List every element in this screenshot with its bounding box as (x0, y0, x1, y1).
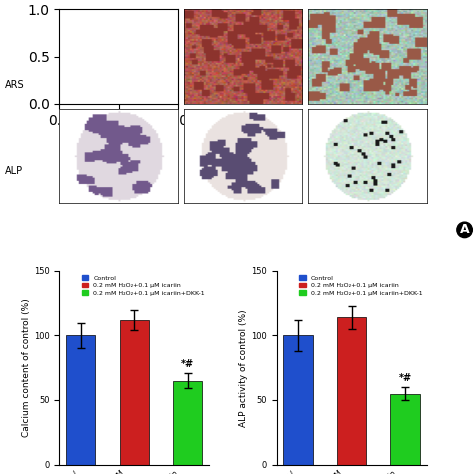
Text: ALP: ALP (5, 165, 23, 176)
Bar (119, 320, 149, 465)
Text: ARS: ARS (5, 80, 24, 91)
Text: *#: *# (399, 373, 411, 383)
Bar (391, 393, 420, 465)
Bar (283, 336, 313, 465)
Legend: Control, 0.2 mM H₂O₂+0.1 μM icariin, 0.2 mM H₂O₂+0.1 μM icariin+DKK-1: Control, 0.2 mM H₂O₂+0.1 μM icariin, 0.2… (298, 274, 423, 297)
Text: *#: *# (181, 359, 194, 369)
Y-axis label: Calcium content of control (%): Calcium content of control (%) (22, 298, 31, 437)
Bar (337, 318, 366, 465)
Text: A: A (460, 223, 469, 237)
Legend: Control, 0.2 mM H₂O₂+0.1 μM icariin, 0.2 mM H₂O₂+0.1 μM icariin+DKK-1: Control, 0.2 mM H₂O₂+0.1 μM icariin, 0.2… (81, 274, 206, 297)
Bar (66, 336, 95, 465)
Y-axis label: ALP activity of control (%): ALP activity of control (%) (239, 309, 248, 427)
Bar (173, 381, 202, 465)
